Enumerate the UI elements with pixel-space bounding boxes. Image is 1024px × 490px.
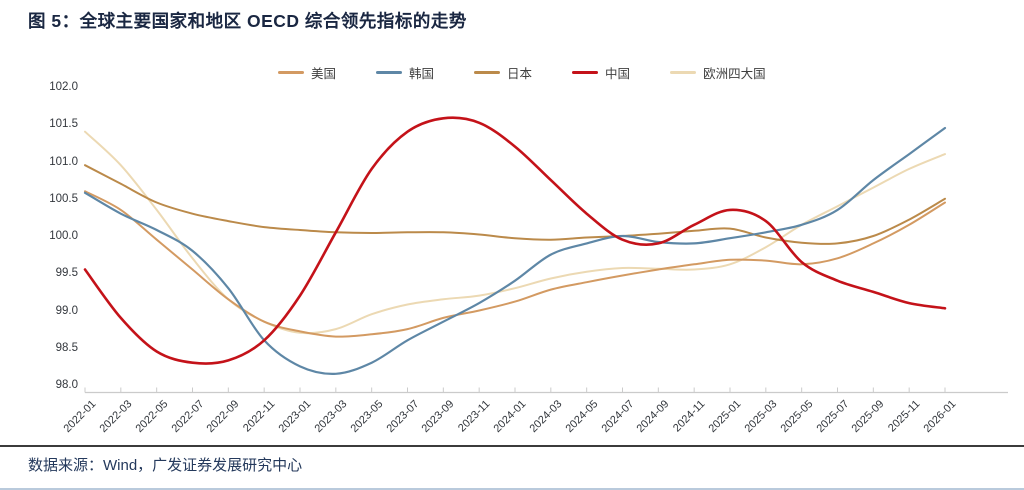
legend-label-europe4: 欧洲四大国: [703, 67, 766, 81]
legend-label-japan: 日本: [507, 67, 533, 81]
y-tick-label: 101.0: [49, 155, 78, 168]
legend-item-korea: 韩国: [376, 63, 434, 82]
series-line-china: [83, 116, 947, 365]
y-tick-label: 101.5: [49, 118, 78, 131]
legend-item-us: 美国: [278, 63, 336, 82]
y-tick-label: 102.0: [49, 81, 78, 93]
legend-label-china: 中国: [605, 67, 631, 81]
y-tick-label: 99.0: [55, 304, 78, 317]
legend-label-korea: 韩国: [409, 67, 435, 81]
y-tick-label: 100.5: [49, 192, 78, 205]
legend-swatch-korea: [376, 71, 403, 74]
figure-title: 图 5：全球主要国家和地区 OECD 综合领先指标的走势: [28, 11, 467, 31]
series-line-europe4: [84, 130, 946, 335]
footer-divider: [0, 445, 1024, 447]
legend-item-china: 中国: [572, 63, 630, 82]
legend-item-japan: 日本: [474, 63, 532, 82]
series-line-japan: [84, 164, 946, 245]
series-line-us: [84, 190, 946, 338]
legend-swatch-japan: [474, 71, 501, 74]
legend-swatch-china: [572, 71, 599, 74]
legend-swatch-europe4: [670, 71, 697, 74]
legend-item-europe4: 欧洲四大国: [670, 63, 766, 82]
y-tick-label: 100.0: [49, 230, 78, 242]
y-tick-label: 98.5: [55, 341, 78, 354]
source-note: 数据来源：Wind，广发证券发展研究中心: [28, 457, 303, 474]
series-line-korea: [83, 126, 947, 375]
legend-swatch-us: [278, 71, 304, 74]
chart-legend: 美国 韩国 日本 中国 欧洲四大国: [278, 63, 766, 82]
legend-label-us: 美国: [311, 67, 337, 81]
y-tick-label: 98.0: [55, 379, 78, 391]
y-tick-label: 99.5: [55, 267, 78, 280]
bottom-border: [0, 488, 1024, 490]
